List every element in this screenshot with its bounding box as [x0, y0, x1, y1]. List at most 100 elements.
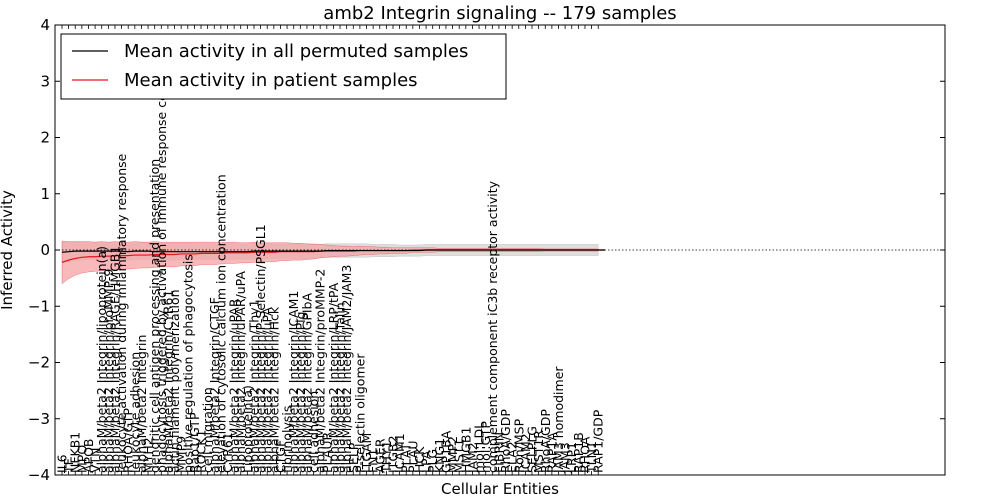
category-label: ELA2	[505, 441, 520, 473]
category-label: FN1	[366, 449, 381, 474]
line-permuted	[61, 249, 605, 253]
category-label: leukocyte activation during inflammatory…	[114, 153, 129, 473]
category-label: NFKB1	[68, 432, 83, 473]
category-label: ICAM2	[518, 433, 533, 473]
legend-box	[60, 33, 507, 100]
y-axis-label: Inferred Activity	[0, 190, 16, 310]
legend-label-patient: Mean activity in patient samples	[124, 70, 418, 91]
category-label: APOB	[81, 438, 96, 473]
category-label: alphaM/beta2 Integrin/CTGF	[207, 297, 222, 473]
category-label: alphaM/beta2 Integrin/proMMP-9	[101, 269, 116, 473]
category-label: alphaM/beta2 Integrin/Thy1	[246, 299, 261, 473]
category-label: RhoA/GDP	[498, 409, 513, 473]
category-label: RAP1A	[544, 432, 559, 473]
category-label: MPO	[74, 445, 89, 473]
category-label: LRP1	[564, 442, 579, 473]
category-label: Ron/MSP	[511, 418, 526, 473]
category-label: RHOA/GTP	[121, 408, 136, 473]
category-label: cell migration	[200, 387, 215, 473]
category-label: alphaM/beta2 Integrin/lipoprotein(a)	[94, 246, 109, 473]
category-label: CTGF	[273, 440, 288, 473]
category-label: alphaM/beta2 Integrin/uPA	[260, 307, 275, 473]
category-label: MST1	[452, 439, 467, 473]
category-label: MMP2	[445, 436, 460, 473]
category-label: alphaM/beta2 Integrin/LRP/tPA	[326, 282, 341, 473]
category-label: alphaM/beta2 Integrin/JAM2/JAM3	[339, 265, 354, 473]
category-label: JAM2	[465, 442, 480, 474]
category-label: IL6	[55, 454, 70, 473]
category-label: HCK	[412, 446, 427, 473]
x-axis-label: Cellular Entities	[441, 480, 559, 498]
category-label: alphaM/beta2 Integrin/uPAR/uPA	[233, 271, 248, 473]
category-label: alphaM/beta2 Integrin/P-Selectin/PSGL1	[253, 224, 268, 473]
category-label: RAP1/GDP	[591, 409, 606, 473]
category-label: complement component iC3b receptor activ…	[485, 180, 500, 473]
category-label: ROCK1	[194, 430, 209, 473]
category-label: elevation of cytosolic calcium ion conce…	[213, 174, 228, 473]
category-label: alphaM/beta2 Integrin/Hck	[266, 306, 281, 473]
category-label: alphaM/beta2 Integrin/uPAR	[227, 298, 242, 473]
category-label: phagocytosis triggered by activation of …	[154, 36, 169, 473]
legend-label-permuted: Mean activity in all permuted samples	[124, 41, 468, 62]
category-label: mol:LDL	[472, 422, 487, 473]
category-label: alphaM/beta2 Integrin/ICAM1	[286, 291, 301, 473]
category-label: AGER	[372, 438, 387, 473]
series-lines	[55, 249, 945, 263]
y-tick-label: −3	[28, 410, 50, 428]
category-label: HMGB1	[458, 427, 473, 473]
category-label: ITGAM	[359, 433, 374, 473]
category-label: KNG1	[432, 438, 447, 473]
category-label: alphaM/beta2 Integrin/RAGE/HMGB1	[107, 246, 122, 473]
category-label: alphaM/beta2 Integrin	[134, 335, 149, 473]
category-label: alphaM/beta2 Integrin/GPIbA	[299, 293, 314, 473]
category-label: PLAU	[405, 441, 420, 474]
category-label: TLN1	[584, 441, 599, 474]
category-label: positive regulation of phagocytosis	[180, 254, 195, 473]
category-label: THY1	[379, 440, 394, 474]
category-label: ITGB2	[386, 435, 401, 473]
category-label: actin filament polymerization	[167, 289, 182, 473]
category-label: cell adhesion	[306, 391, 321, 473]
y-tick-label: 3	[40, 72, 50, 90]
category-label: LPA	[419, 450, 434, 473]
category-label: alphaM/beta2 Integrin/proMMP-2	[313, 269, 328, 473]
y-tick-label: −2	[28, 354, 50, 372]
category-label: JAM3	[558, 442, 573, 474]
chart-title: amb2 Integrin signaling -- 179 samples	[323, 3, 676, 24]
category-label: PLG	[425, 449, 440, 473]
y-tick-label: 4	[40, 16, 50, 34]
plot-frame	[54, 24, 946, 476]
category-label: JAM3 homodimer	[551, 366, 566, 474]
y-tick-label: 0	[40, 241, 50, 259]
category-label: PLAT	[399, 443, 414, 473]
axis-ticks: −4 −3 −2 −1 0 1 2 3 4	[28, 16, 945, 484]
category-label: TF	[61, 458, 76, 474]
category-label: SELP	[346, 442, 361, 473]
category-label: MMP9	[174, 436, 189, 473]
category-label: ICAM1	[392, 433, 407, 473]
category-label: FIBRIN	[491, 432, 506, 473]
category-label: MYH2	[141, 437, 156, 473]
category-label: RAP1B	[571, 432, 586, 473]
category-label: fibrinolysis	[280, 406, 295, 473]
category-label: P-selectin oligomer	[352, 353, 367, 473]
category-label: alphaM/beta2 Integrin/Talin	[333, 302, 348, 473]
y-tick-label: −1	[28, 297, 50, 315]
category-label: VTN	[88, 447, 103, 473]
category-label: PLAUR	[319, 432, 334, 473]
y-tick-label: −4	[28, 466, 50, 484]
category-label: leukocyte adhesion	[127, 352, 142, 473]
category-label: RhoA/GDP	[538, 409, 553, 473]
category-label: Rap1/GTP	[187, 412, 202, 473]
category-label: dendritic cell antigen processing and pr…	[147, 159, 162, 473]
y-tick-label: 1	[40, 185, 50, 203]
category-label: Lipoprotein(a)	[240, 385, 255, 473]
category-label: SELPLG	[525, 426, 540, 473]
category-label: alphaM/beta2 Integrin/CYR61	[160, 290, 175, 473]
category-label: CYR61	[220, 432, 235, 473]
category-label: RHOA	[577, 436, 592, 473]
legend: Mean activity in all permuted samples Me…	[60, 33, 507, 100]
category-label: mol:GTP	[478, 421, 493, 473]
